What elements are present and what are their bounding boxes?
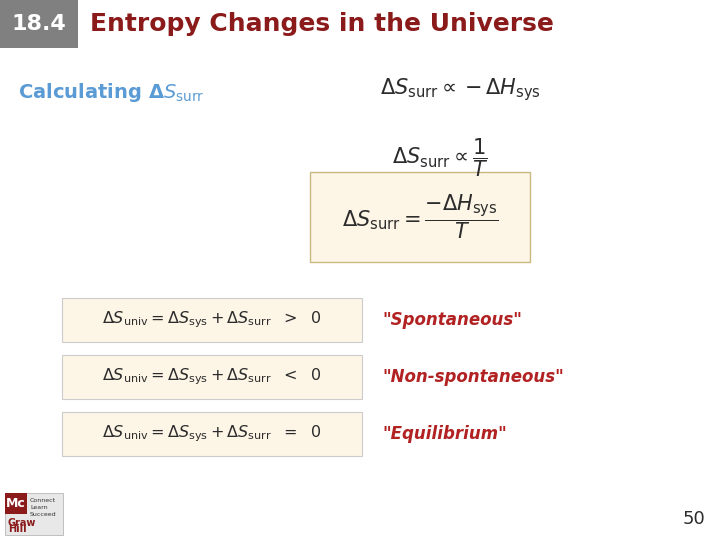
Text: $\Delta S_{\rm univ} = \Delta S_{\rm sys} + \Delta S_{\rm surr}\ \ =\ \ 0$: $\Delta S_{\rm univ} = \Delta S_{\rm sys… <box>102 424 322 444</box>
Text: "Spontaneous": "Spontaneous" <box>382 311 522 329</box>
FancyBboxPatch shape <box>0 0 78 48</box>
Text: Learn: Learn <box>30 505 48 510</box>
FancyBboxPatch shape <box>5 493 63 535</box>
Text: Mc: Mc <box>6 497 26 510</box>
FancyBboxPatch shape <box>62 298 362 342</box>
Text: "Equilibrium": "Equilibrium" <box>382 425 507 443</box>
Text: Hill: Hill <box>8 524 27 534</box>
Text: $\Delta S_{\rm surr} \propto -\Delta H_{\rm sys}$: $\Delta S_{\rm surr} \propto -\Delta H_{… <box>379 77 541 103</box>
FancyBboxPatch shape <box>5 493 27 514</box>
Text: $\Delta S_{\rm surr} = \dfrac{-\Delta H_{\rm sys}}{T}$: $\Delta S_{\rm surr} = \dfrac{-\Delta H_… <box>342 193 498 241</box>
Text: Connect: Connect <box>30 498 56 503</box>
Text: $\Delta S_{\rm univ} = \Delta S_{\rm sys} + \Delta S_{\rm surr}\ \ <\ \ 0$: $\Delta S_{\rm univ} = \Delta S_{\rm sys… <box>102 367 322 387</box>
Text: 50: 50 <box>683 510 705 528</box>
Text: Graw: Graw <box>8 518 37 528</box>
Text: Calculating $\mathbf{\Delta} S_{\rm surr}$: Calculating $\mathbf{\Delta} S_{\rm surr… <box>18 80 204 104</box>
FancyBboxPatch shape <box>310 172 530 262</box>
FancyBboxPatch shape <box>62 412 362 456</box>
FancyBboxPatch shape <box>62 355 362 399</box>
Text: 18.4: 18.4 <box>12 14 66 34</box>
Text: Succeed: Succeed <box>30 512 57 517</box>
Text: $\Delta S_{\rm surr} \propto \dfrac{1}{T}$: $\Delta S_{\rm surr} \propto \dfrac{1}{T… <box>392 137 488 179</box>
Text: $\Delta S_{\rm univ} = \Delta S_{\rm sys} + \Delta S_{\rm surr}\ \ >\ \ 0$: $\Delta S_{\rm univ} = \Delta S_{\rm sys… <box>102 310 322 330</box>
Text: Entropy Changes in the Universe: Entropy Changes in the Universe <box>90 12 554 36</box>
Text: "Non-spontaneous": "Non-spontaneous" <box>382 368 564 386</box>
